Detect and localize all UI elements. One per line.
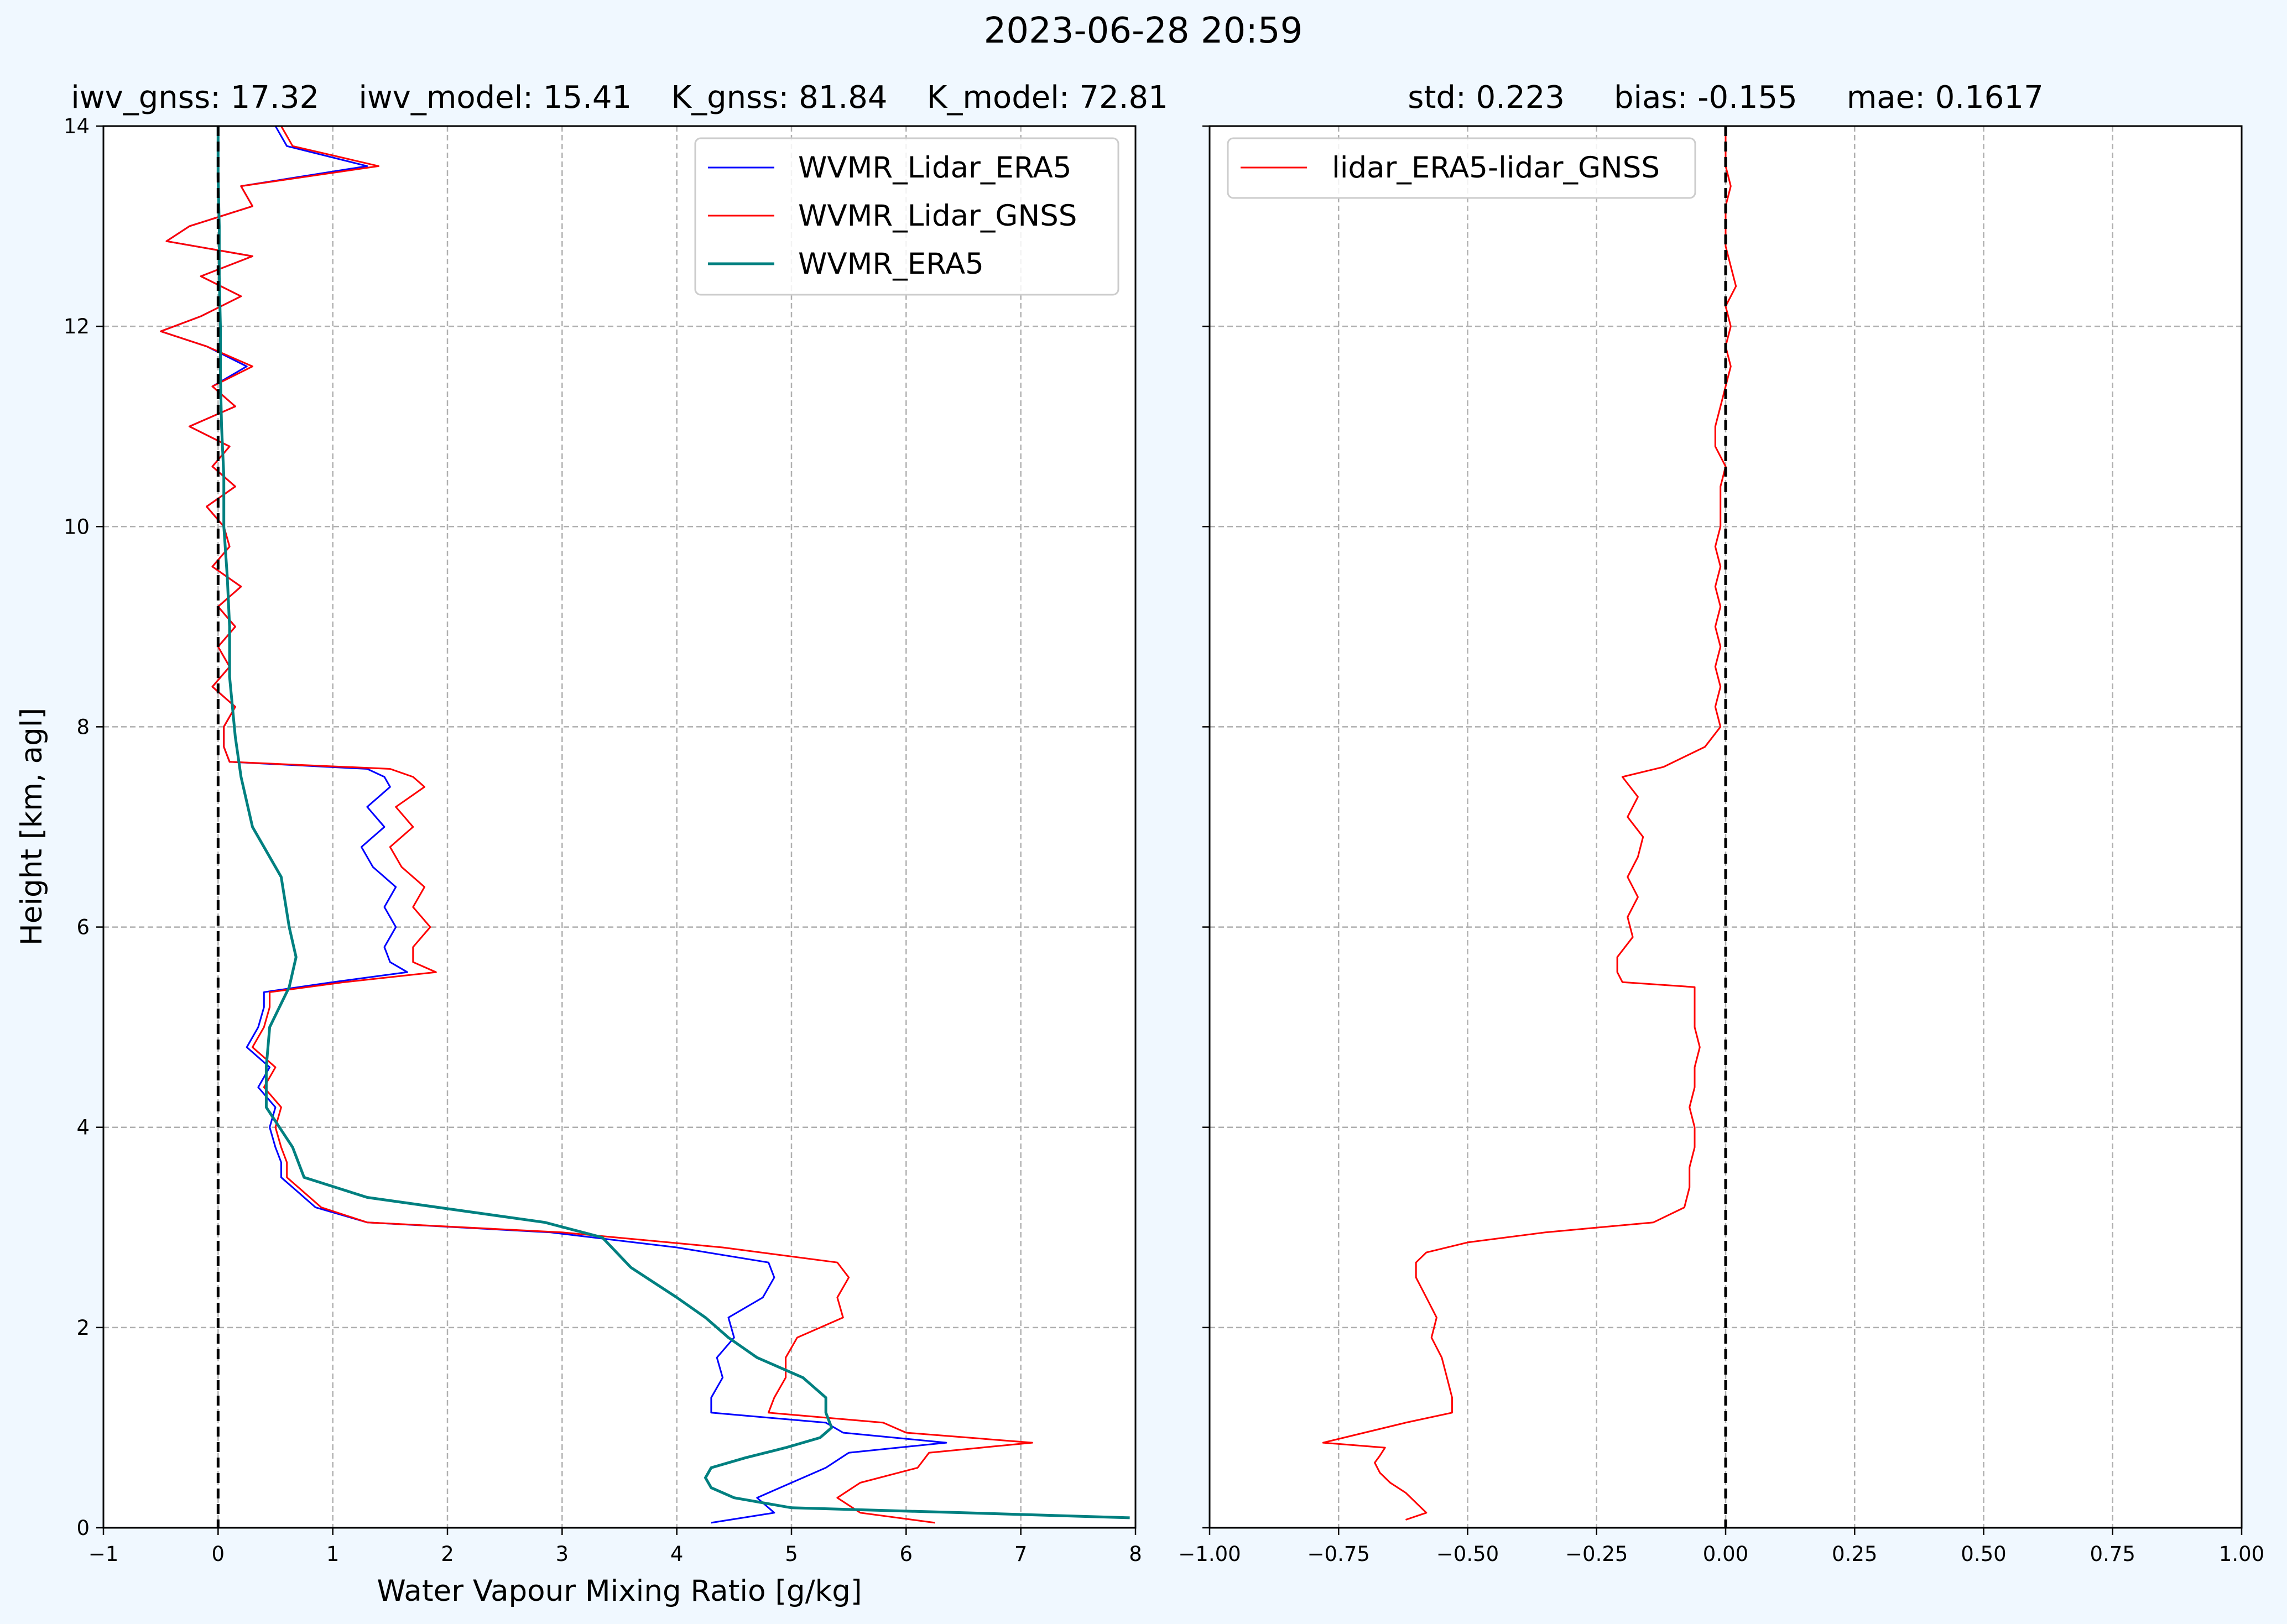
- series-line-wvmr-era5: [216, 126, 1130, 1519]
- left-axes-frame: [102, 125, 1137, 1529]
- x-tick-label: 0: [212, 1542, 225, 1566]
- x-tick-label: −1.00: [1178, 1542, 1241, 1566]
- x-tick-label: 6: [900, 1542, 913, 1566]
- x-tick-label: 2: [441, 1542, 454, 1566]
- legend-label-wvmr-lidar-gnss: WVMR_Lidar_GNSS: [798, 199, 1077, 233]
- left-series: [160, 126, 1130, 1528]
- x-tick-label: 8: [1129, 1542, 1142, 1566]
- figure-suptitle: 2023-06-28 20:59: [984, 11, 1303, 51]
- y-tick-label: 6: [76, 916, 90, 939]
- right-x-ticks: −1.00 −0.75 −0.50 −0.25 0.00 0.25 0.50 0.75 1.00: [1178, 1528, 2264, 1566]
- x-tick-label: 1: [326, 1542, 340, 1566]
- x-tick-label: 5: [785, 1542, 798, 1566]
- legend-label-lidar-diff: lidar_ERA5-lidar_GNSS: [1332, 151, 1660, 185]
- legend-label-wvmr-era5: WVMR_ERA5: [798, 247, 984, 281]
- left-axes-background: [103, 126, 1135, 1528]
- left-legend: WVMR_Lidar_ERA5 WVMR_Lidar_GNSS WVMR_ERA…: [694, 137, 1119, 296]
- x-tick-label: −0.75: [1307, 1542, 1370, 1566]
- right-legend-box: [1227, 137, 1696, 199]
- left-y-ticks: 0 2 4 6 8 10 12 14: [64, 114, 103, 1540]
- left-x-axis-label: Water Vapour Mixing Ratio [g/kg]: [377, 1574, 862, 1608]
- right-panel-title: std: 0.223 bias: -0.155 mae: 0.1617: [1408, 80, 2043, 116]
- x-tick-label: 1.00: [2219, 1542, 2264, 1566]
- x-tick-label: 0.00: [1703, 1542, 1748, 1566]
- y-tick-label: 14: [64, 114, 90, 138]
- y-tick-label: 2: [76, 1316, 90, 1340]
- legend-label-wvmr-lidar-era5: WVMR_Lidar_ERA5: [798, 151, 1072, 185]
- x-tick-label: 0.75: [2090, 1542, 2135, 1566]
- right-series: [1322, 126, 1737, 1528]
- left-y-axis-label: Height [km, agl]: [15, 708, 49, 946]
- x-tick-label: 0.50: [1961, 1542, 2006, 1566]
- y-tick-label: 12: [64, 315, 90, 338]
- right-y-ticks: [1202, 125, 1210, 1529]
- x-tick-label: −0.25: [1565, 1542, 1628, 1566]
- x-tick-label: −0.50: [1436, 1542, 1499, 1566]
- y-tick-label: 4: [76, 1116, 90, 1140]
- y-tick-label: 8: [76, 715, 90, 739]
- x-tick-label: 4: [670, 1542, 684, 1566]
- y-tick-label: 10: [64, 515, 90, 539]
- y-tick-label: 0: [76, 1516, 90, 1540]
- x-tick-label: −1: [88, 1542, 119, 1566]
- left-legend-box: [694, 137, 1119, 296]
- series-line-wvmr-lidar-era5: [160, 126, 947, 1524]
- x-tick-label: 0.25: [1832, 1542, 1877, 1566]
- x-tick-label: 3: [556, 1542, 569, 1566]
- series-line-wvmr-lidar-gnss: [160, 126, 1033, 1524]
- right-legend: lidar_ERA5-lidar_GNSS: [1227, 137, 1696, 199]
- left-x-ticks: −1 0 1 2 3 4 5 6 7 8: [88, 1528, 1142, 1566]
- left-panel-title: iwv_gnss: 17.32 iwv_model: 15.41 K_gnss:…: [71, 80, 1168, 116]
- x-tick-label: 7: [1014, 1542, 1028, 1566]
- right-panel: −1.00 −0.75 −0.50 −0.25 0.00 0.25 0.50 0.75 1.00…: [1178, 80, 2264, 1566]
- series-line-lidar-era5-lidar-gnss: [1322, 126, 1737, 1521]
